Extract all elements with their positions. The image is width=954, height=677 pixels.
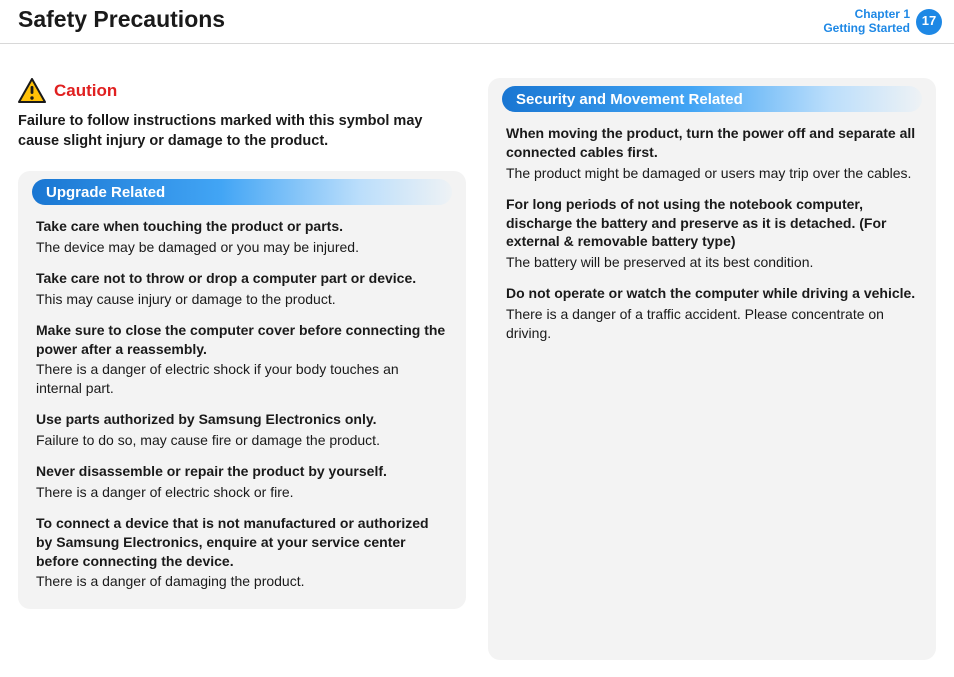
list-item: Do not operate or watch the computer whi…: [506, 284, 918, 343]
item-heading: Take care when touching the product or p…: [36, 217, 448, 236]
chapter-label: Chapter 1 Getting Started: [823, 8, 910, 36]
upgrade-panel: Upgrade Related Take care when touching …: [18, 171, 466, 609]
security-panel: Security and Movement Related When movin…: [488, 78, 936, 660]
list-item: Take care when touching the product or p…: [36, 217, 448, 257]
item-description: There is a danger of electric shock if y…: [36, 360, 448, 398]
page-title: Safety Precautions: [18, 6, 225, 33]
list-item: Make sure to close the computer cover be…: [36, 321, 448, 399]
list-item: Take care not to throw or drop a compute…: [36, 269, 448, 309]
item-description: The product might be damaged or users ma…: [506, 164, 918, 183]
page-header: Safety Precautions Chapter 1 Getting Sta…: [0, 0, 954, 44]
upgrade-panel-body: Take care when touching the product or p…: [18, 217, 466, 591]
upgrade-panel-header: Upgrade Related: [32, 179, 452, 205]
item-heading: For long periods of not using the notebo…: [506, 195, 918, 252]
list-item: Never disassemble or repair the product …: [36, 462, 448, 502]
item-description: There is a danger of electric shock or f…: [36, 483, 448, 502]
page-number-badge: 17: [916, 9, 942, 35]
chapter-line-1: Chapter 1: [823, 8, 910, 22]
left-column: Caution Failure to follow instructions m…: [18, 78, 466, 660]
item-heading: Take care not to throw or drop a compute…: [36, 269, 448, 288]
list-item: Use parts authorized by Samsung Electron…: [36, 410, 448, 450]
item-heading: When moving the product, turn the power …: [506, 124, 918, 162]
list-item: When moving the product, turn the power …: [506, 124, 918, 183]
item-description: This may cause injury or damage to the p…: [36, 290, 448, 309]
list-item: To connect a device that is not manufact…: [36, 514, 448, 592]
list-item: For long periods of not using the notebo…: [506, 195, 918, 273]
item-heading: To connect a device that is not manufact…: [36, 514, 448, 571]
item-description: Failure to do so, may cause fire or dama…: [36, 431, 448, 450]
item-heading: Use parts authorized by Samsung Electron…: [36, 410, 448, 429]
header-right: Chapter 1 Getting Started 17: [823, 8, 942, 36]
caution-row: Caution: [18, 78, 466, 104]
caution-description: Failure to follow instructions marked wi…: [18, 112, 466, 151]
chapter-line-2: Getting Started: [823, 22, 910, 36]
item-description: There is a danger of damaging the produc…: [36, 572, 448, 591]
item-description: The battery will be preserved at its bes…: [506, 253, 918, 272]
item-description: There is a danger of a traffic accident.…: [506, 305, 918, 343]
item-description: The device may be damaged or you may be …: [36, 238, 448, 257]
page-number: 17: [922, 14, 936, 29]
security-panel-body: When moving the product, turn the power …: [488, 124, 936, 343]
content-area: Caution Failure to follow instructions m…: [0, 44, 954, 672]
right-column: Security and Movement Related When movin…: [488, 78, 936, 660]
caution-label: Caution: [54, 81, 117, 101]
security-panel-header: Security and Movement Related: [502, 86, 922, 112]
item-heading: Never disassemble or repair the product …: [36, 462, 448, 481]
warning-triangle-icon: [18, 78, 46, 104]
item-heading: Do not operate or watch the computer whi…: [506, 284, 918, 303]
item-heading: Make sure to close the computer cover be…: [36, 321, 448, 359]
